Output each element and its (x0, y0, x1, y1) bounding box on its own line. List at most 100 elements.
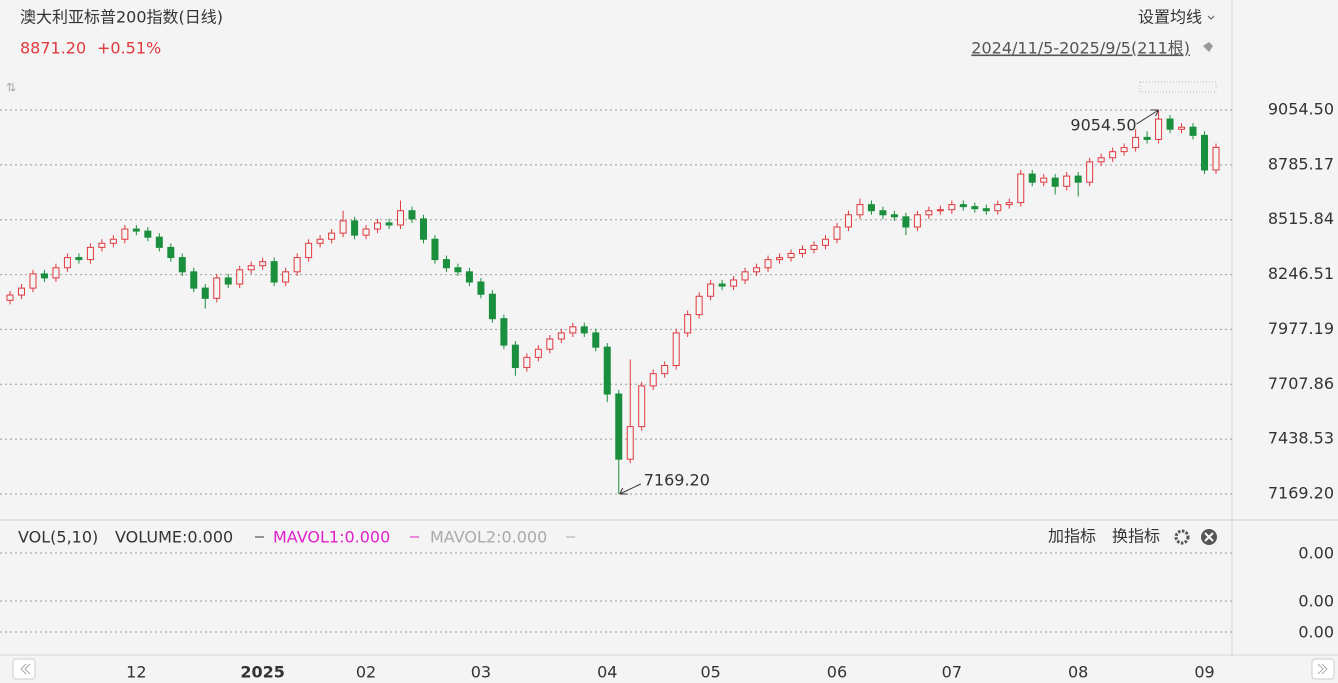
candle-body (98, 242, 106, 248)
vol-value: VOLUME:0.000 (115, 528, 233, 547)
y-tick-label: 7977.19 (1268, 319, 1334, 338)
candle-body (1132, 136, 1140, 149)
close-cross[interactable] (1204, 532, 1214, 542)
candle-body (1040, 177, 1048, 183)
candle-body (385, 222, 393, 226)
candle-body (477, 281, 485, 295)
candle-body (833, 226, 841, 240)
candle-body (1005, 202, 1013, 206)
candle-body (442, 259, 450, 269)
date-range[interactable]: 2024/11/5-2025/9/5(211根) (971, 39, 1190, 58)
candle-body (1178, 126, 1186, 130)
candle-body (224, 277, 232, 285)
candle-body (523, 356, 531, 369)
candle-body (63, 257, 71, 269)
x-tick-label: 08 (1068, 663, 1088, 682)
candle-body (1143, 136, 1151, 140)
dropdown-icon[interactable] (1207, 15, 1215, 20)
candle-body (1086, 161, 1094, 183)
min-arrow (619, 483, 641, 495)
candle-body (844, 214, 852, 228)
y-tick-label: 8515.84 (1268, 209, 1334, 228)
x-tick-label: 07 (942, 663, 962, 682)
candle-body (1120, 147, 1128, 153)
scroll-left-icon[interactable] (20, 663, 31, 675)
y-tick-label: 8246.51 (1268, 264, 1334, 283)
add-indicator[interactable]: 加指标 (1048, 527, 1096, 546)
candle-body (902, 216, 910, 228)
candle-body (615, 393, 623, 460)
candle-body (75, 257, 83, 261)
candle-body (374, 222, 382, 230)
x-tick-label: 06 (827, 663, 847, 682)
candle-body (799, 248, 807, 254)
drag-handle[interactable]: ⇅ (6, 81, 16, 95)
switch-indicator[interactable]: 换指标 (1112, 527, 1160, 546)
x-tick-label: 12 (126, 663, 146, 682)
candle-body (569, 326, 577, 334)
candle-body (753, 267, 761, 273)
ma-setting[interactable]: 设置均线 (1138, 8, 1202, 27)
candle-body (776, 257, 784, 261)
candle-body (29, 273, 37, 289)
candle-body (879, 210, 887, 216)
x-tick-label: 2025 (240, 663, 285, 682)
settings-icon[interactable] (1174, 529, 1190, 545)
candle-body (638, 385, 646, 428)
mavol1: MAVOL1:0.000 (273, 528, 390, 547)
chart-title: 澳大利亚标普200指数(日线) (20, 8, 223, 27)
candle-body (351, 220, 359, 236)
candle-body (1155, 118, 1163, 140)
scroll-left[interactable] (12, 658, 36, 680)
candle-body (465, 271, 473, 283)
candle-body (546, 338, 554, 350)
candle-body (1074, 175, 1082, 183)
y-tick-label: 7707.86 (1268, 374, 1334, 393)
max-arrowhead (1150, 109, 1160, 117)
y-tick-label: 8785.17 (1268, 154, 1334, 173)
candle-body (661, 365, 669, 375)
x-tick-label: 05 (700, 663, 720, 682)
candle-body (167, 246, 175, 259)
candle-body (86, 246, 94, 261)
candle-body (580, 326, 588, 334)
min-label: 7169.20 (644, 471, 710, 490)
max-label: 9054.50 (1070, 116, 1136, 135)
min-arrowhead (619, 487, 628, 495)
scroll-right-icon[interactable] (1317, 663, 1328, 675)
candle-body (6, 294, 14, 301)
pin-icon[interactable] (1200, 42, 1213, 55)
candle-body (190, 271, 198, 289)
y-tick-label: 7169.20 (1268, 484, 1334, 503)
candle-body (764, 259, 772, 269)
candle-body (293, 257, 301, 273)
candle-body (270, 261, 278, 283)
candle-body (707, 283, 715, 297)
candle-body (1201, 134, 1209, 171)
x-tick-label: 04 (597, 663, 617, 682)
candle-body (328, 232, 336, 240)
candle-body (890, 214, 898, 218)
candle-body (534, 348, 542, 358)
last-price: 8871.20 (20, 39, 86, 58)
vol-axis-label: 0.00 (1298, 592, 1334, 611)
candle-body (626, 426, 634, 460)
candle-body (649, 373, 657, 387)
candle-body (17, 287, 25, 296)
candle-body (672, 332, 680, 367)
candle-body (1189, 126, 1197, 136)
max-arrow (1136, 109, 1159, 125)
vol-indicator: VOL(5,10) (18, 528, 98, 547)
candle-body (40, 273, 48, 279)
candle-body (1063, 175, 1071, 187)
candle-body (787, 252, 795, 259)
candle-body (810, 244, 818, 250)
candle-body (201, 287, 209, 299)
candle-body (1212, 146, 1220, 171)
range-handle[interactable] (1139, 81, 1217, 93)
candle-body (247, 265, 255, 271)
candle-body (419, 218, 427, 240)
candle-body (316, 238, 324, 244)
